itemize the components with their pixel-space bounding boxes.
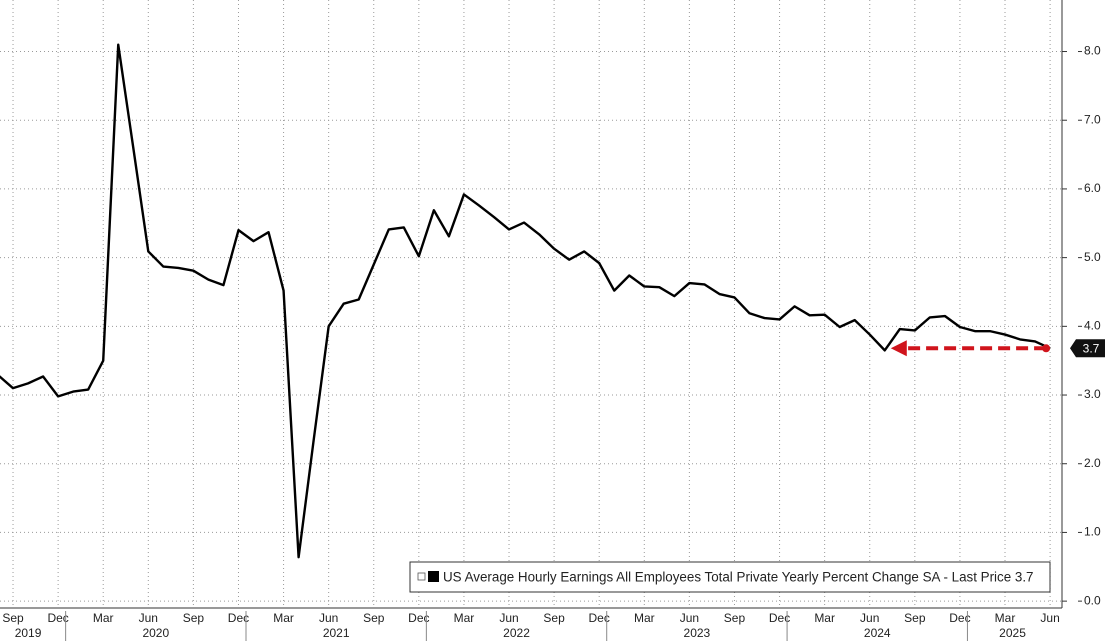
year-label: 2024: [864, 626, 891, 640]
x-tick-label: Sep: [543, 611, 565, 625]
year-label: 2020: [142, 626, 169, 640]
last-price-label: 3.7: [1083, 341, 1100, 355]
legend-label: US Average Hourly Earnings All Employees…: [443, 570, 1034, 585]
y-tick-label: 1.0: [1084, 525, 1101, 539]
x-tick-label: Mar: [454, 611, 475, 625]
annotation-dot: [1042, 344, 1051, 353]
x-tick-label: Mar: [814, 611, 835, 625]
x-tick-label: Dec: [949, 611, 970, 625]
year-label: 2023: [684, 626, 711, 640]
year-label: 2021: [323, 626, 350, 640]
x-tick-label: Jun: [499, 611, 518, 625]
y-tick-label: 2.0: [1084, 456, 1101, 470]
x-tick-label: Jun: [139, 611, 158, 625]
legend-box: [409, 561, 1051, 593]
x-tick-label: Jun: [860, 611, 879, 625]
year-label: 2022: [503, 626, 530, 640]
x-tick-label: Jun: [680, 611, 699, 625]
legend-swatch: [428, 571, 439, 582]
x-tick-label: Mar: [634, 611, 655, 625]
y-tick-label: 6.0: [1084, 181, 1101, 195]
x-tick-label: Dec: [589, 611, 610, 625]
annotation-arrowhead: [890, 340, 907, 357]
x-tick-label: Sep: [724, 611, 746, 625]
y-tick-label: 4.0: [1084, 318, 1101, 332]
x-tick-label: Mar: [995, 611, 1016, 625]
x-tick-label: Sep: [2, 611, 24, 625]
y-tick-label: 7.0: [1084, 112, 1101, 126]
year-label: 2019: [15, 626, 42, 640]
x-tick-label: Dec: [47, 611, 68, 625]
x-tick-label: Sep: [363, 611, 385, 625]
legend: US Average Hourly Earnings All Employees…: [409, 561, 1051, 593]
year-label: 2025: [999, 626, 1026, 640]
y-tick-label: 8.0: [1084, 44, 1101, 58]
x-tick-label: Mar: [93, 611, 114, 625]
y-tick-label: 5.0: [1084, 250, 1101, 264]
y-tick-label: 0.0: [1084, 593, 1101, 607]
legend-expander: [417, 572, 426, 581]
x-tick-label: Dec: [769, 611, 790, 625]
x-tick-label: Sep: [904, 611, 926, 625]
x-tick-label: Jun: [1040, 611, 1059, 625]
x-tick-label: Dec: [408, 611, 429, 625]
x-tick-label: Dec: [228, 611, 249, 625]
line-series: [0, 43, 1051, 559]
x-tick-label: Jun: [319, 611, 338, 625]
x-tick-label: Mar: [273, 611, 294, 625]
x-tick-label: Sep: [183, 611, 205, 625]
last-price-tag: [1070, 339, 1105, 358]
y-tick-label: 3.0: [1084, 387, 1101, 401]
